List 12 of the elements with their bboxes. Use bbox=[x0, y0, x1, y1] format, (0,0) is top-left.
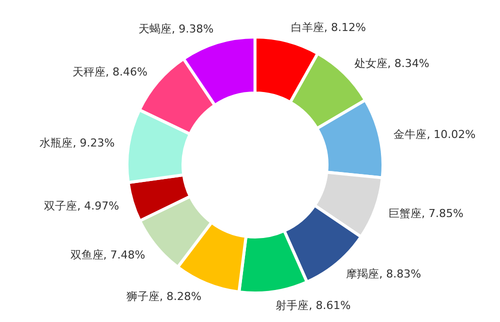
slice-label: 双子座, 4.97% bbox=[44, 200, 120, 213]
slice-label: 摩羯座, 8.83% bbox=[346, 267, 422, 280]
slice-label: 天蝎座, 9.38% bbox=[138, 22, 214, 36]
slice-label: 巨蟹座, 7.85% bbox=[388, 206, 464, 220]
slice-label: 双鱼座, 7.48% bbox=[70, 248, 146, 262]
slice-label: 金牛座, 10.02% bbox=[394, 128, 476, 142]
slice-label: 处女座, 8.34% bbox=[354, 57, 430, 70]
slice-label: 天秤座, 8.46% bbox=[72, 66, 148, 79]
slice-label: 射手座, 8.61% bbox=[276, 298, 351, 312]
slice-label: 狮子座, 8.28% bbox=[126, 290, 202, 304]
slice-label: 白羊座, 8.12% bbox=[290, 21, 366, 34]
slice-label: 水瓶座, 9.23% bbox=[40, 136, 115, 150]
